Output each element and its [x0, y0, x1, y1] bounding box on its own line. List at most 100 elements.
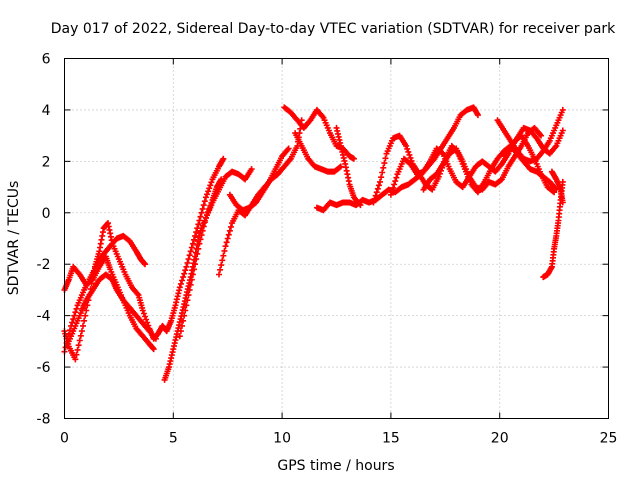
series-sat-j: [292, 130, 344, 175]
data-point: [196, 217, 203, 224]
data-point: [185, 292, 192, 299]
data-point: [373, 189, 380, 196]
data-point: [336, 164, 343, 171]
data-point: [190, 266, 197, 273]
data-point: [220, 252, 227, 259]
data-point: [177, 280, 184, 287]
data-point: [192, 232, 199, 239]
data-point: [405, 148, 412, 155]
data-point: [185, 256, 192, 263]
data-point: [370, 199, 377, 206]
data-point: [189, 271, 196, 278]
y-tick-label: -4: [37, 309, 51, 325]
data-point: [222, 243, 229, 250]
data-point: [142, 261, 149, 268]
data-point: [406, 151, 413, 158]
data-point: [177, 328, 184, 335]
data-point: [387, 191, 394, 198]
data-point: [379, 169, 386, 176]
data-point: [187, 281, 194, 288]
data-point: [221, 247, 228, 254]
data-point: [226, 227, 233, 234]
data-point: [62, 344, 69, 351]
data-point: [227, 223, 234, 230]
data-point: [374, 185, 381, 192]
data-point: [179, 322, 186, 329]
data-point: [559, 106, 566, 113]
points-layer: [61, 104, 566, 383]
data-point: [197, 236, 204, 243]
data-point: [70, 316, 77, 323]
y-tick-label: 2: [42, 154, 51, 170]
data-point: [73, 351, 80, 358]
data-point: [550, 188, 557, 195]
data-point: [392, 178, 399, 185]
data-point: [77, 332, 84, 339]
chart-title: Day 017 of 2022, Sidereal Day-to-day VTE…: [51, 21, 616, 37]
data-point: [218, 262, 225, 269]
data-point: [82, 312, 89, 319]
data-point: [380, 164, 387, 171]
data-point: [180, 317, 187, 324]
data-point: [204, 191, 211, 198]
data-point: [184, 259, 191, 266]
data-point: [559, 199, 566, 206]
data-point: [220, 155, 227, 162]
data-point: [144, 319, 151, 326]
series-sat-s: [548, 168, 566, 206]
data-point: [215, 271, 222, 278]
data-point: [201, 198, 208, 205]
data-point: [208, 179, 215, 186]
data-point: [150, 346, 157, 353]
data-point: [223, 239, 230, 246]
data-point: [140, 310, 147, 317]
data-point: [377, 178, 384, 185]
y-tick-label: -8: [37, 412, 51, 428]
data-point: [195, 245, 202, 252]
data-point: [72, 309, 79, 316]
x-tick-label: 15: [382, 431, 400, 447]
series-sat-h: [226, 145, 292, 214]
data-point: [75, 342, 82, 349]
data-point: [193, 256, 200, 263]
data-point: [183, 302, 190, 309]
data-point: [72, 356, 79, 363]
data-point: [176, 284, 183, 291]
data-point: [378, 174, 385, 181]
data-point: [193, 229, 200, 236]
data-point: [196, 240, 203, 247]
data-point: [142, 313, 149, 320]
data-point: [206, 185, 213, 192]
data-point: [183, 263, 190, 270]
data-point: [197, 213, 204, 220]
data-point: [179, 277, 186, 284]
data-point: [551, 189, 558, 196]
data-point: [198, 209, 205, 216]
data-point: [182, 307, 189, 314]
data-point: [474, 112, 481, 119]
series-sat-i: [281, 104, 357, 162]
data-point: [224, 235, 231, 242]
data-point: [69, 319, 76, 326]
data-point: [143, 316, 150, 323]
x-tick-label: 0: [60, 431, 69, 447]
data-point: [559, 178, 566, 185]
series-sat-o: [420, 124, 545, 193]
data-point: [219, 257, 226, 264]
data-point: [200, 202, 207, 209]
data-point: [139, 307, 146, 314]
x-tick-label: 10: [273, 431, 291, 447]
y-axis-title: SDTVAR / TECUs: [6, 181, 22, 296]
data-point: [403, 142, 410, 149]
data-point: [181, 270, 188, 277]
data-point: [538, 132, 545, 139]
data-point: [225, 231, 232, 238]
data-point: [350, 155, 357, 162]
y-tick-label: -6: [37, 360, 51, 376]
x-tick-label: 25: [600, 431, 618, 447]
y-tick-label: 0: [42, 206, 51, 222]
data-point: [152, 335, 159, 342]
data-point: [81, 317, 88, 324]
data-point: [390, 184, 397, 191]
